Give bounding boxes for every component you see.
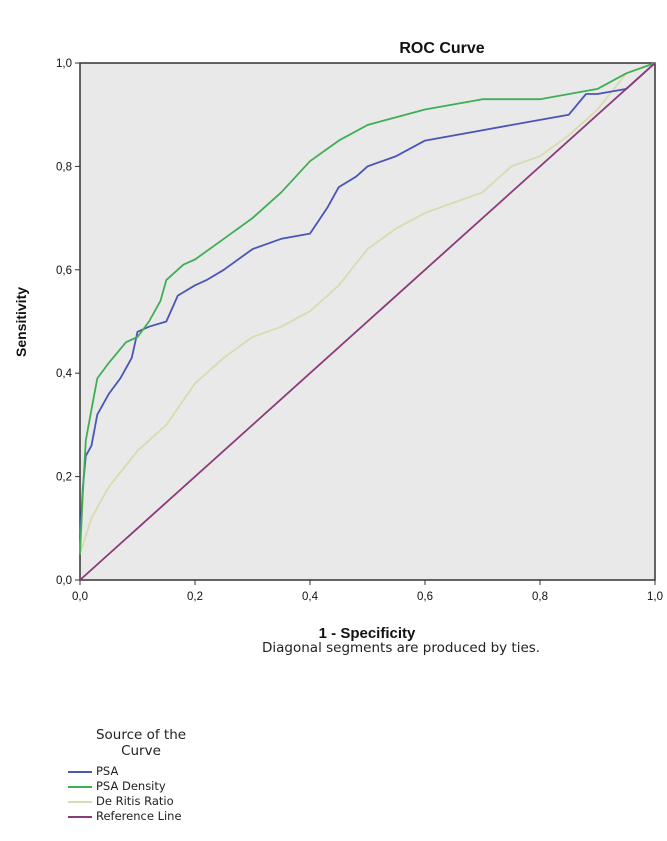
ties-note: Diagonal segments are produced by ties.: [262, 640, 541, 656]
x-tick-label: 0,4: [302, 591, 319, 603]
x-tick-label: 0,8: [532, 591, 548, 603]
x-tick-label: 0,6: [417, 591, 433, 603]
legend-swatch-de-ritis-ratio: [68, 801, 92, 803]
y-axis-ticks: 0,0 0,2 0,4 0,6 0,8 1,0: [56, 58, 80, 587]
series-line-psa: [79, 62, 656, 539]
x-tick-label: 0,0: [72, 591, 88, 603]
legend-title-line-1: Source of the: [95, 727, 187, 743]
legend-label-psa-density: PSA Density: [96, 779, 166, 793]
x-axis-ticks: 0,0 0,2 0,4 0,6 0,8 1,0: [72, 580, 663, 603]
legend-label-de-ritis-ratio: De Ritis Ratio: [96, 794, 174, 808]
chart-title: ROC Curve: [399, 40, 484, 57]
legend-label-reference-line: Reference Line: [96, 809, 182, 823]
legend-swatch-reference-line: [68, 816, 92, 818]
legend-label-psa: PSA: [96, 764, 119, 778]
y-axis-label: Sensitivity: [13, 287, 29, 357]
legend: Source of the Curve PSA PSA Density De R…: [66, 727, 266, 824]
x-axis-label: 1 - Specificity: [319, 625, 416, 642]
legend-item-reference-line: Reference Line: [68, 809, 266, 824]
legend-swatch-psa-density: [68, 786, 92, 788]
series-layer: [79, 62, 656, 581]
y-tick-label: 0,6: [56, 265, 72, 277]
legend-item-psa: PSA: [68, 764, 266, 779]
series-line-reference-line: [79, 62, 656, 581]
y-tick-label: 0,4: [56, 368, 73, 380]
legend-title-line-2: Curve: [121, 743, 161, 759]
legend-item-de-ritis-ratio: De Ritis Ratio: [68, 794, 266, 809]
x-tick-label: 0,2: [187, 591, 203, 603]
legend-item-psa-density: PSA Density: [68, 779, 266, 794]
y-tick-label: 0,0: [56, 575, 72, 587]
series-line-de-ritis-ratio: [79, 62, 656, 555]
y-tick-label: 1,0: [56, 58, 72, 70]
series-line-psa-density: [79, 62, 656, 555]
x-tick-label: 1,0: [647, 591, 663, 603]
y-tick-label: 0,8: [56, 161, 72, 173]
y-tick-label: 0,2: [56, 472, 72, 484]
legend-swatch-psa: [68, 771, 92, 773]
